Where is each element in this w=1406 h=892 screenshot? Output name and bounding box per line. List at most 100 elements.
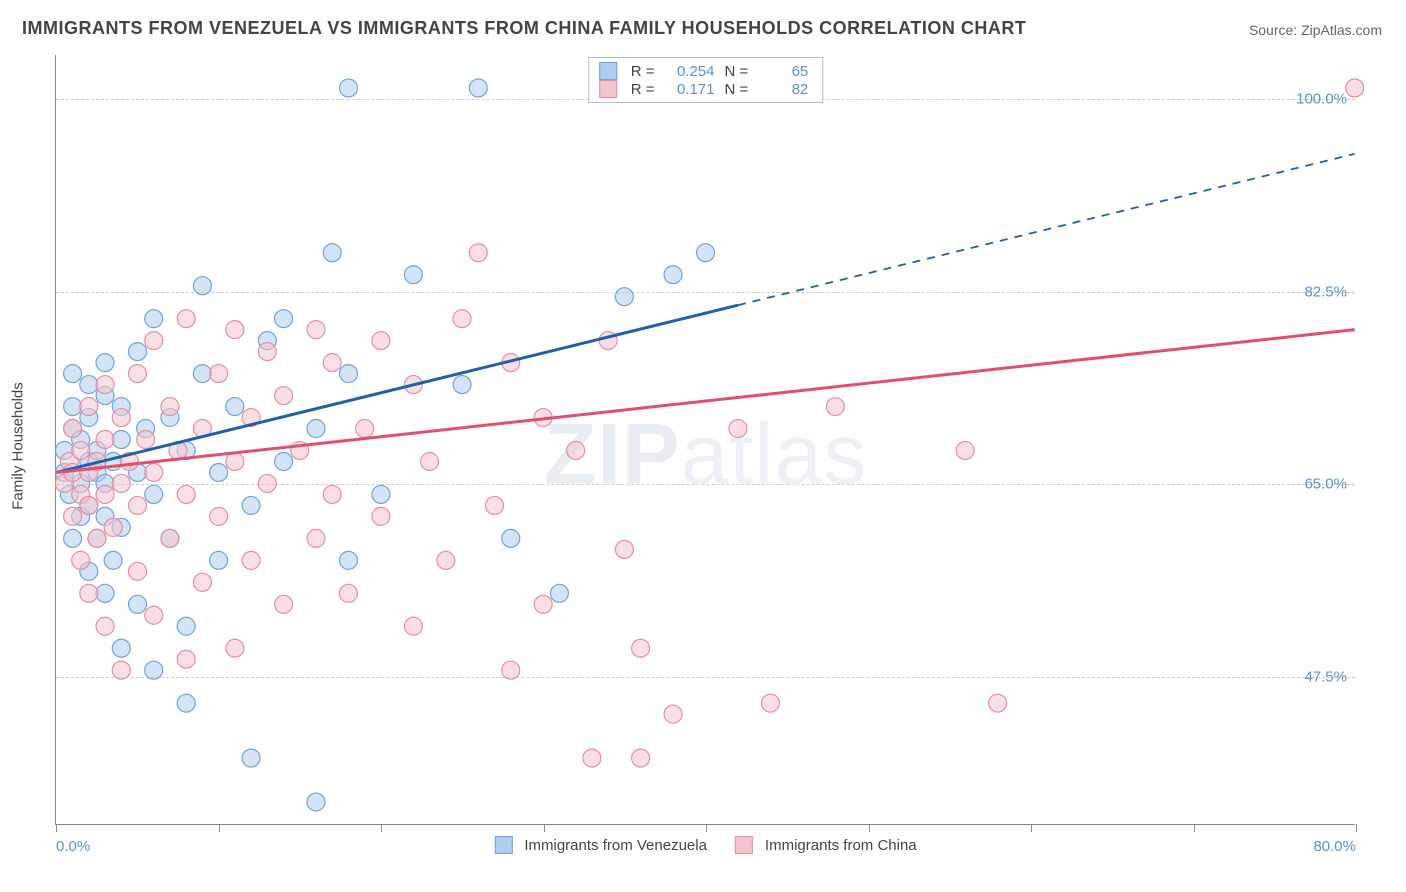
data-point	[697, 244, 715, 262]
data-point	[275, 310, 293, 328]
x-tick	[1194, 824, 1195, 832]
data-point	[145, 485, 163, 503]
x-tick	[56, 824, 57, 832]
data-point	[826, 398, 844, 416]
data-point	[275, 452, 293, 470]
data-point	[72, 441, 90, 459]
data-point	[80, 584, 98, 602]
data-point	[486, 496, 504, 514]
swatch-venezuela	[599, 62, 617, 80]
chart-title: IMMIGRANTS FROM VENEZUELA VS IMMIGRANTS …	[22, 18, 1026, 39]
swatch-china-2	[735, 836, 753, 854]
data-point	[421, 452, 439, 470]
data-point	[989, 694, 1007, 712]
data-point	[210, 507, 228, 525]
data-point	[437, 551, 455, 569]
data-point	[80, 496, 98, 514]
legend-R-label-2: R =	[631, 81, 655, 98]
data-point	[177, 310, 195, 328]
data-point	[404, 617, 422, 635]
data-point	[193, 573, 211, 591]
plot-area: ZIPatlas R = 0.254 N = 65 R = 0.171 N = …	[55, 55, 1355, 825]
data-point	[307, 793, 325, 811]
data-point	[1346, 79, 1364, 97]
data-point	[177, 694, 195, 712]
data-point	[258, 474, 276, 492]
data-point	[275, 387, 293, 405]
data-point	[96, 485, 114, 503]
data-point	[96, 617, 114, 635]
data-point	[112, 431, 130, 449]
legend-label-china: Immigrants from China	[765, 837, 917, 854]
data-point	[226, 398, 244, 416]
data-point	[96, 354, 114, 372]
data-point	[112, 409, 130, 427]
x-tick	[706, 824, 707, 832]
data-point	[323, 354, 341, 372]
data-point	[550, 584, 568, 602]
legend-bottom: Immigrants from Venezuela Immigrants fro…	[494, 836, 916, 854]
data-point	[339, 551, 357, 569]
legend-item-venezuela: Immigrants from Venezuela	[494, 836, 707, 854]
data-point	[145, 661, 163, 679]
data-point	[104, 551, 122, 569]
legend-label-venezuela: Immigrants from Venezuela	[524, 837, 707, 854]
data-point	[80, 376, 98, 394]
data-point	[761, 694, 779, 712]
data-point	[356, 420, 374, 438]
data-point	[956, 441, 974, 459]
legend-R-value-china: 0.171	[665, 81, 715, 98]
data-point	[193, 365, 211, 383]
data-point	[242, 749, 260, 767]
legend-correlation: R = 0.254 N = 65 R = 0.171 N = 82	[588, 57, 824, 103]
legend-R-label: R =	[631, 63, 655, 80]
data-point	[210, 551, 228, 569]
data-point	[453, 376, 471, 394]
legend-R-value-venezuela: 0.254	[665, 63, 715, 80]
data-point	[129, 365, 147, 383]
data-point	[226, 452, 244, 470]
data-point	[88, 529, 106, 547]
data-point	[112, 639, 130, 657]
data-point	[64, 365, 82, 383]
data-point	[339, 365, 357, 383]
x-tick	[1356, 824, 1357, 832]
legend-N-value-china: 82	[758, 81, 808, 98]
data-point	[129, 562, 147, 580]
data-point	[145, 463, 163, 481]
x-tick	[869, 824, 870, 832]
source-label: Source: ZipAtlas.com	[1249, 22, 1382, 38]
data-point	[226, 321, 244, 339]
data-point	[729, 420, 747, 438]
data-point	[323, 485, 341, 503]
x-tick-label: 0.0%	[56, 838, 90, 855]
data-point	[339, 584, 357, 602]
data-point	[502, 529, 520, 547]
data-point	[129, 496, 147, 514]
data-point	[567, 441, 585, 459]
x-tick	[544, 824, 545, 832]
y-axis-label: Family Households	[10, 382, 27, 510]
data-point	[137, 431, 155, 449]
data-point	[242, 496, 260, 514]
legend-row-venezuela: R = 0.254 N = 65	[599, 62, 809, 80]
data-point	[307, 321, 325, 339]
data-point	[664, 705, 682, 723]
data-point	[323, 244, 341, 262]
data-point	[307, 420, 325, 438]
data-point	[632, 639, 650, 657]
data-point	[80, 398, 98, 416]
data-point	[64, 529, 82, 547]
data-point	[372, 507, 390, 525]
x-tick-label: 80.0%	[1313, 838, 1356, 855]
data-point	[339, 79, 357, 97]
data-point	[307, 529, 325, 547]
data-point	[469, 244, 487, 262]
data-point	[242, 551, 260, 569]
data-point	[177, 650, 195, 668]
data-point	[145, 310, 163, 328]
data-point	[64, 507, 82, 525]
x-tick	[219, 824, 220, 832]
data-point	[534, 595, 552, 613]
trend-line-extrapolated	[738, 154, 1355, 305]
